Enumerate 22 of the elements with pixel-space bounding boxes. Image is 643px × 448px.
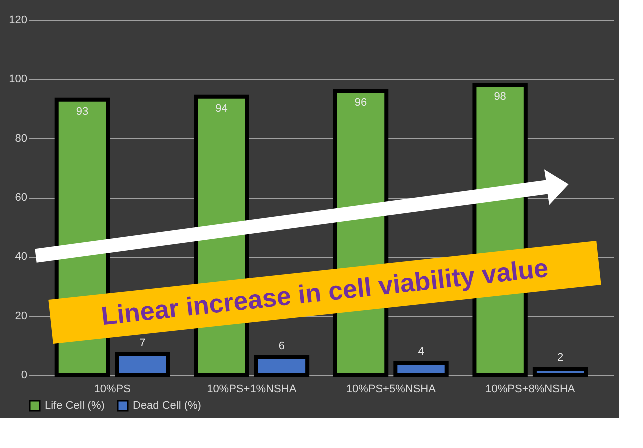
y-tick-label: 100 (9, 74, 28, 86)
y-tick-label: 0 (21, 370, 28, 382)
data-label: 98 (494, 91, 506, 104)
data-label: 94 (216, 102, 228, 115)
legend-label: Life Cell (%) (45, 400, 105, 412)
x-tick-label: 10%PS+8%NSHA (486, 384, 576, 396)
y-tick-label: 20 (15, 310, 28, 322)
x-tick-label: 10%PS+1%NSHA (207, 384, 298, 396)
data-label: 4 (418, 346, 424, 358)
x-tick-label: 10%PS+5%NSHA (346, 384, 437, 396)
x-tick-label: 10%PS (94, 384, 131, 396)
annotation: Linear increase in cell viability value (100, 252, 550, 332)
y-tick-label: 120 (9, 14, 28, 26)
data-label: 93 (76, 106, 89, 118)
data-label: 2 (557, 352, 564, 364)
data-label: 96 (354, 97, 368, 109)
y-tick-label: 80 (15, 132, 28, 145)
data-label: 7 (140, 337, 146, 350)
y-tick-label: 60 (15, 192, 28, 204)
legend-label: Dead Cell (%) (133, 400, 202, 412)
data-label: 6 (278, 340, 286, 352)
y-tick-label: 40 (15, 251, 28, 264)
